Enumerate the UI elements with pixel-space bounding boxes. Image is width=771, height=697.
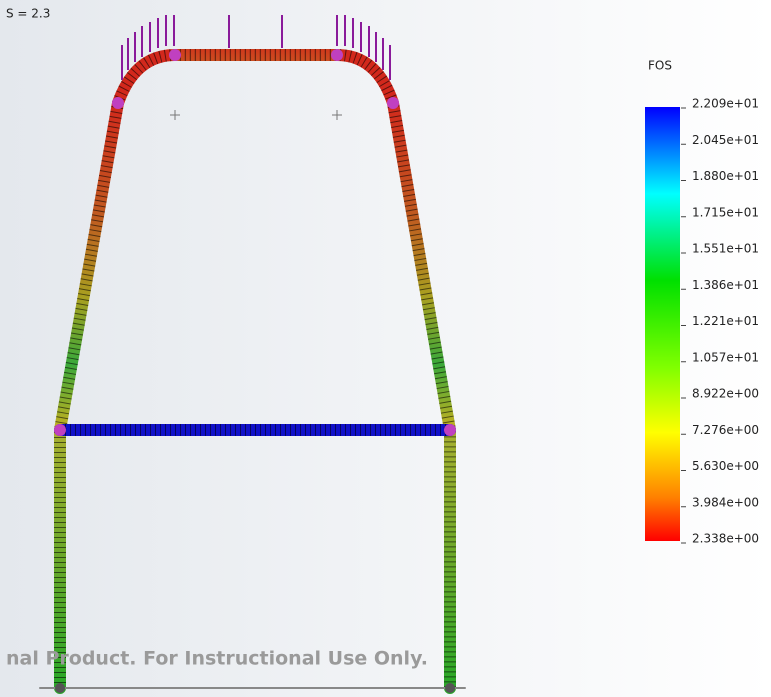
legend-label: 1.057e+01 (692, 350, 759, 364)
legend-label: 1.880e+01 (692, 169, 759, 183)
fea-viewport: S = 2.3 FOS nal Product. For Instruction… (0, 0, 771, 697)
legend-title: FOS (648, 59, 672, 73)
legend-label: 5.630e+00 (692, 459, 759, 473)
plot-label: S = 2.3 (6, 7, 50, 21)
legend-label: 1.551e+01 (692, 242, 759, 256)
watermark: nal Product. For Instructional Use Only. (6, 648, 428, 670)
legend-label: 8.922e+00 (692, 387, 759, 401)
legend-label: 3.984e+00 (692, 495, 759, 509)
legend-label: 2.045e+01 (692, 133, 759, 147)
legend-label: 1.715e+01 (692, 205, 759, 219)
legend-label: 2.209e+01 (692, 97, 759, 111)
legend-label: 2.338e+00 (692, 532, 759, 546)
color-bar (645, 107, 680, 541)
legend-label: 1.221e+01 (692, 314, 759, 328)
viewport-canvas: S = 2.3 FOS nal Product. For Instruction… (0, 0, 771, 697)
legend-label: 1.386e+01 (692, 278, 759, 292)
legend-label: 7.276e+00 (692, 423, 759, 437)
